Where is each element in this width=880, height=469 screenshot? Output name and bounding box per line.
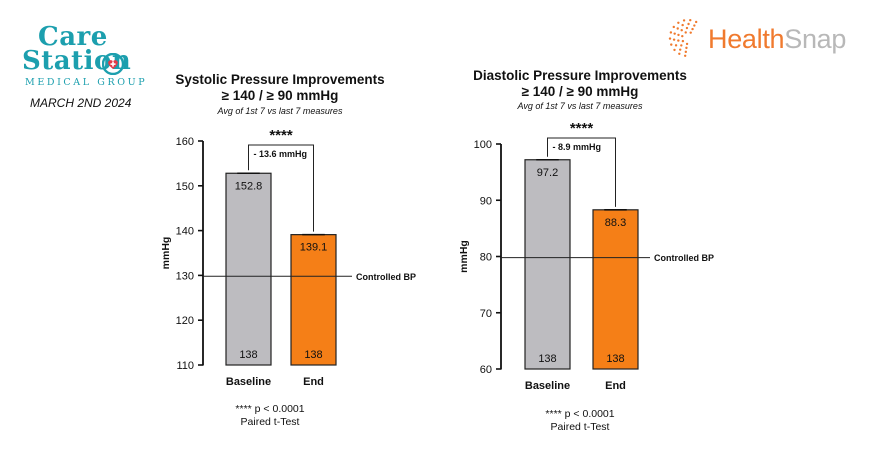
healthsnap-snap-text: Snap <box>784 24 847 54</box>
report-date: MARCH 2ND 2024 <box>30 96 132 110</box>
systolic-ytick-label: 160 <box>176 136 194 148</box>
diastolic-chart-title: Diastolic Pressure Improvements ≥ 140 / … <box>465 68 695 100</box>
diastolic-pvalue: **** p < 0.0001 <box>545 408 615 420</box>
systolic-ytick-label: 120 <box>176 315 194 327</box>
systolic-pvalue: **** p < 0.0001 <box>235 403 305 415</box>
systolic-value-label: 152.8 <box>235 180 263 192</box>
healthsnap-logo: HealthSnap <box>666 18 866 62</box>
systolic-value-label: 139.1 <box>300 242 328 254</box>
systolic-chart-title: Systolic Pressure Improvements ≥ 140 / ≥… <box>170 72 390 104</box>
healthsnap-health-text: Health <box>708 24 785 54</box>
systolic-n-label: 138 <box>239 349 257 361</box>
systolic-note: Avg of 1st 7 vs last 7 measures <box>217 106 343 116</box>
logo-medical-group-text: MEDICAL GROUP <box>25 77 148 88</box>
diastolic-note: Avg of 1st 7 vs last 7 measures <box>517 101 643 111</box>
orbit-dots-icon <box>668 18 698 57</box>
systolic-footnote: **** p < 0.0001 Paired t-Test <box>190 403 350 429</box>
systolic-title: Systolic Pressure Improvements <box>175 72 385 87</box>
diastolic-subtitle: ≥ 140 / ≥ 90 mmHg <box>521 84 639 99</box>
systolic-subtitle: ≥ 140 / ≥ 90 mmHg <box>221 88 339 103</box>
systolic-ytick-label: 150 <box>176 181 194 193</box>
systolic-bar-end <box>290 234 337 366</box>
systolic-significance-stars: **** <box>269 127 293 144</box>
logo-station-text: Station <box>22 46 132 76</box>
logo-care-text: Care <box>38 22 108 52</box>
systolic-ytick-label: 140 <box>176 226 194 238</box>
care-station-logo: Care Station MEDICAL GROUP <box>22 22 152 112</box>
systolic-bar-baseline <box>225 172 272 366</box>
systolic-category-label: Baseline <box>226 376 271 388</box>
systolic-difference-label: - 13.6 mmHg <box>254 149 308 159</box>
systolic-n-label: 138 <box>304 349 322 361</box>
systolic-test: Paired t-Test <box>240 416 300 428</box>
heart-icon <box>102 53 124 75</box>
diastolic-test: Paired t-Test <box>550 421 610 433</box>
systolic-ytick-label: 130 <box>176 270 194 282</box>
systolic-ytick-label: 110 <box>176 360 194 372</box>
diastolic-title: Diastolic Pressure Improvements <box>473 68 687 83</box>
systolic-significance-bracket <box>248 144 314 232</box>
systolic-ylabel: mmHg <box>160 237 172 270</box>
systolic-controlled-bp-label: Controlled BP <box>356 272 416 282</box>
systolic-category-label: End <box>303 376 324 388</box>
diastolic-footnote: **** p < 0.0001 Paired t-Test <box>500 408 660 434</box>
